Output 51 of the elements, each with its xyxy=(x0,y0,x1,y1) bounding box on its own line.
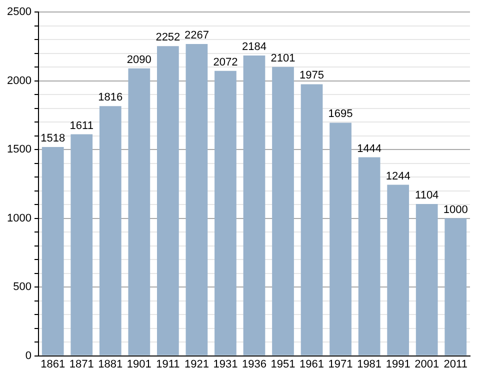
bar xyxy=(128,68,150,356)
x-tick-label: 2001 xyxy=(414,358,440,370)
y-tick-label: 2000 xyxy=(6,74,32,87)
y-tick-label: 1000 xyxy=(6,212,32,224)
x-tick-label: 1881 xyxy=(98,358,123,370)
y-tick-label: 2500 xyxy=(6,6,32,18)
bar xyxy=(358,157,380,356)
bar xyxy=(272,66,294,356)
data-label: 1518 xyxy=(40,132,66,145)
x-tick-label: 1951 xyxy=(270,358,296,370)
y-tick-label: 500 xyxy=(13,281,32,294)
bar xyxy=(243,55,266,356)
bar xyxy=(416,204,438,356)
bar xyxy=(330,122,352,356)
bar xyxy=(70,134,93,356)
x-tick-label: 1861 xyxy=(40,358,66,370)
data-label: 2090 xyxy=(126,54,152,66)
bar xyxy=(300,84,323,356)
data-label: 2252 xyxy=(156,32,180,44)
bar xyxy=(186,44,208,356)
data-label: 1611 xyxy=(70,120,94,132)
x-tick-label: 1936 xyxy=(242,358,266,370)
data-label: 1975 xyxy=(300,70,324,82)
data-label: 1444 xyxy=(357,142,382,155)
bar xyxy=(42,147,64,356)
x-tick-label: 1921 xyxy=(184,358,209,370)
data-label: 1244 xyxy=(386,170,410,182)
x-tick-label: 1871 xyxy=(69,358,94,370)
data-label: 2184 xyxy=(242,40,266,53)
data-label: 2072 xyxy=(213,56,238,68)
y-tick-label: 0 xyxy=(25,350,32,362)
data-label: 1695 xyxy=(328,108,353,120)
x-tick-label: 1911 xyxy=(156,358,180,370)
y-tick-label: 1500 xyxy=(6,144,32,156)
x-tick-label: 1991 xyxy=(386,358,410,370)
x-tick-label: 1981 xyxy=(357,358,382,370)
bar xyxy=(157,46,179,356)
x-tick-label: 1901 xyxy=(126,358,152,370)
x-tick-label: 1971 xyxy=(328,358,353,370)
bar xyxy=(214,70,236,356)
data-label: 1104 xyxy=(415,190,439,202)
x-tick-label: 1931 xyxy=(213,358,238,370)
bar xyxy=(99,106,122,356)
data-label: 1816 xyxy=(98,92,123,104)
bar xyxy=(387,184,410,356)
data-label: 2101 xyxy=(270,52,296,64)
bar xyxy=(444,218,467,356)
x-tick-label: 2011 xyxy=(444,358,468,370)
x-tick-label: 1961 xyxy=(300,358,324,370)
data-label: 2267 xyxy=(184,30,209,42)
data-label: 1000 xyxy=(443,204,468,216)
